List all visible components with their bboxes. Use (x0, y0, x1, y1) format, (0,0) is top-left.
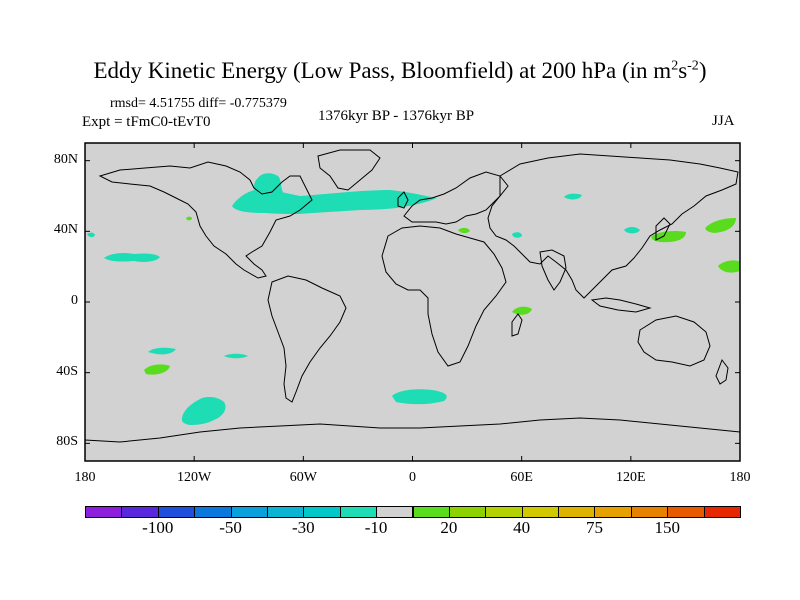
anomaly-small-arabia (512, 232, 522, 238)
lon-tick-label: 180 (74, 470, 96, 485)
colorbar-box (703, 506, 741, 518)
page-title: Eddy Kinetic Energy (Low Pass, Bloomfiel… (93, 58, 707, 83)
colorbar-box (266, 506, 305, 518)
lon-tick-label: 120E (616, 470, 646, 485)
coastline-africa (381, 225, 507, 367)
anomaly-southern-ocean-blob (181, 397, 226, 425)
anomaly-pacific-green-east (718, 260, 740, 273)
coastline-antarctica (84, 417, 741, 443)
colorbar-box (194, 506, 232, 518)
colorbar-box (485, 506, 523, 518)
colorbar-label: -100 (142, 518, 174, 537)
lon-tick-label: 0 (409, 470, 416, 485)
colorbar-label: -30 (291, 518, 315, 537)
lat-tick-label: 40N (53, 222, 78, 238)
anomaly-south-pacific-2 (224, 353, 248, 359)
coastline-south-america (267, 275, 347, 403)
period-label: 1376kyr BP - 1376kyr BP (318, 108, 475, 124)
colorbar-label: 40 (513, 518, 531, 537)
colorbar-box (230, 506, 268, 518)
colorbar-label: 20 (440, 518, 458, 537)
colorbar-box (594, 506, 632, 518)
season-label: JJA (712, 113, 735, 129)
coastline-australia (637, 315, 711, 367)
colorbar-box (412, 506, 450, 518)
colorbar (85, 506, 741, 518)
lat-tick-label: 40S (56, 363, 78, 379)
axis-ticks (84, 143, 741, 461)
colorbar-label: -50 (219, 518, 242, 537)
colorbar-label: 75 (585, 518, 603, 537)
lat-tick-label: 80N (53, 151, 78, 167)
coastline-japan (655, 217, 671, 241)
anomaly-layer (87, 173, 740, 425)
anomaly-small-mediterranean (458, 227, 470, 234)
lon-tick-label: 180 (729, 470, 751, 485)
anomaly-north-pacific-green (705, 218, 736, 233)
anomaly-pacific-west (87, 232, 95, 238)
anomaly-japan-patch (624, 227, 640, 234)
anomaly-south-pacific-green (144, 364, 170, 375)
map-background (85, 143, 740, 461)
coastline-asia (487, 153, 739, 299)
coastline-india (539, 249, 567, 291)
coastlines (84, 149, 741, 443)
coastline-indonesia (590, 297, 652, 313)
experiment-label: Expt = tFmC0-tEvT0 (82, 114, 211, 130)
anomaly-small-central-pacific (186, 216, 192, 221)
coastline-new-zealand (715, 358, 729, 385)
anomaly-hudson-bay-core (254, 173, 300, 213)
colorbar-label: -10 (364, 518, 388, 537)
lat-tick-label: 0 (71, 293, 78, 308)
coastline-north-america (98, 161, 313, 279)
colorbar-box (667, 506, 705, 518)
colorbar-box (448, 506, 487, 518)
colorbar-label: 150 (654, 518, 680, 537)
coastline-madagascar (511, 313, 523, 337)
colorbar-box (157, 506, 196, 518)
anomaly-south-pacific-1 (148, 347, 176, 355)
anomaly-east-asia-green (651, 231, 686, 243)
lon-tick-label: 60W (289, 470, 317, 485)
anomaly-madagascar-green (512, 306, 532, 315)
lon-tick-label: 60E (510, 470, 533, 485)
lat-tick-label: 80S (56, 434, 78, 450)
stats-text: rmsd= 4.51755 diff= -0.775379 (110, 96, 287, 111)
anomaly-north-pacific-east (104, 253, 160, 262)
coastline-british-isles (397, 191, 409, 209)
colorbar-box (303, 506, 341, 518)
colorbar-box (376, 506, 414, 518)
colorbar-box (121, 506, 159, 518)
anomaly-ural-patch (564, 193, 582, 200)
colorbar-box (85, 506, 123, 518)
colorbar-box (630, 506, 669, 518)
coastline-greenland (317, 149, 381, 191)
lon-tick-label: 120W (177, 470, 212, 485)
colorbar-box (558, 506, 596, 518)
colorbar-box (521, 506, 560, 518)
colorbar-box (339, 506, 378, 518)
anomaly-south-atlantic (392, 389, 447, 405)
